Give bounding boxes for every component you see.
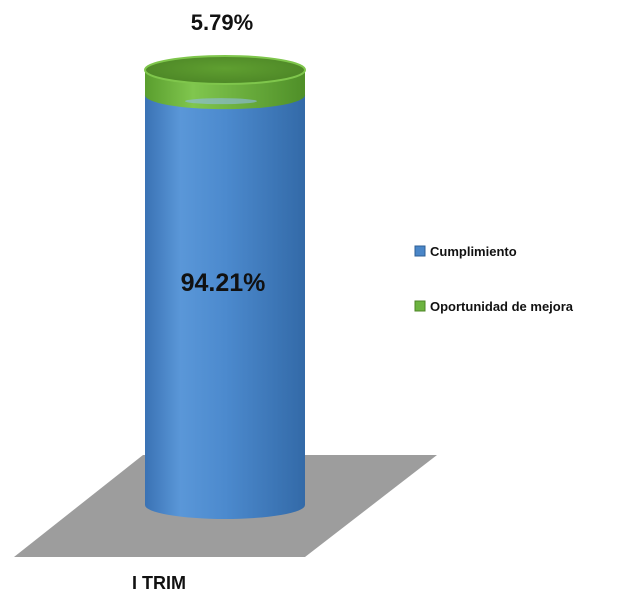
legend-swatch-cumplimiento — [414, 245, 426, 257]
data-label-cumplimiento: 94.21% — [181, 269, 266, 297]
legend-item-cumplimiento[interactable]: Cumplimiento — [414, 244, 517, 259]
legend: Cumplimiento Oportunidad de mejora — [414, 244, 574, 314]
legend-item-oportunidad[interactable]: Oportunidad de mejora — [414, 299, 574, 314]
segment-highlight — [185, 98, 257, 105]
legend-label-cumplimiento: Cumplimiento — [430, 244, 517, 259]
cylinder-top-cap — [144, 55, 306, 85]
legend-label-oportunidad: Oportunidad de mejora — [430, 299, 574, 314]
data-label-oportunidad: 5.79% — [191, 10, 253, 35]
bar-segment-cumplimiento[interactable] — [145, 81, 305, 519]
category-label: I TRIM — [132, 573, 186, 593]
legend-swatch-oportunidad — [414, 300, 426, 312]
stacked-cylinder — [144, 55, 306, 519]
